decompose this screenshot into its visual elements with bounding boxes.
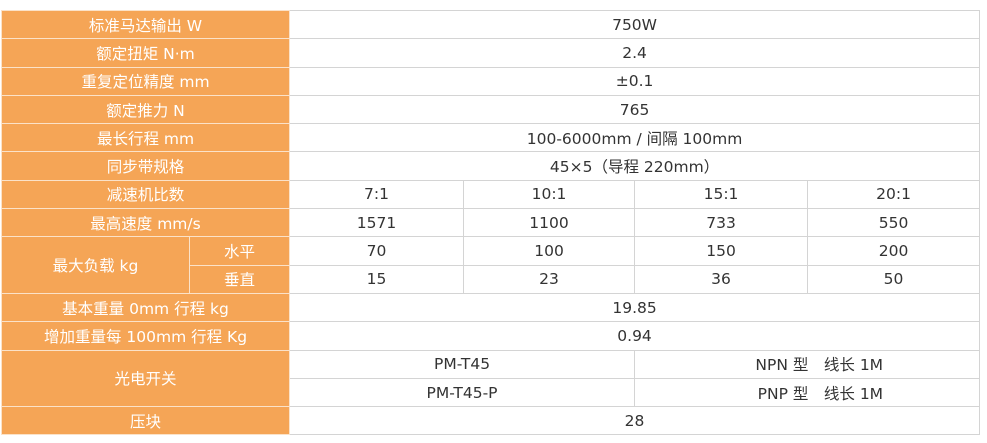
header-cell: 重复定位精度 mm (0, 66, 291, 96)
header-cell: 垂直 (188, 264, 291, 294)
value-cell: 750W (289, 9, 981, 40)
value-cell: 200 (807, 236, 981, 266)
value-cell: 70 (289, 236, 465, 266)
value-cell: 1100 (463, 208, 636, 238)
value-cell: 765 (289, 94, 981, 125)
header-cell: 基本重量 0mm 行程 kg (0, 292, 291, 323)
value-cell: NPN 型 线长 1M (634, 349, 981, 379)
table-row: 垂直 15 23 36 50 (2, 264, 981, 294)
value-cell: 19.85 (289, 292, 981, 323)
table-row: 光电开关 PM-T45 NPN 型 线长 1M (0, 349, 981, 408)
value-cell: 2.4 (289, 38, 981, 68)
table-row: 最长行程 mm 100-6000mm / 间隔 100mm (0, 123, 981, 153)
header-cell: 增加重量每 100mm 行程 Kg (0, 321, 291, 351)
header-cell: 额定推力 N (0, 94, 291, 125)
spec-table: 标准马达输出 W 750W 额定扭矩 N·m 2.4 重复定位精度 mm ±0.1 额定推力… (0, 9, 981, 436)
table-row: 标准马达输出 W 750W (0, 9, 981, 40)
table-row: 额定推力 N 765 (0, 94, 981, 125)
header-cell: 最长行程 mm (0, 123, 291, 153)
value-cell: 36 (634, 264, 809, 294)
table-row: 压块 28 (0, 406, 981, 436)
header-cell: 水平 (188, 236, 291, 266)
table-row: 减速机比数 7:1 10:1 15:1 20:1 (0, 179, 981, 210)
value-cell: 15 (289, 264, 465, 294)
table-row: 额定扭矩 N·m 2.4 (0, 38, 981, 68)
header-cell: 光电开关 (0, 349, 291, 408)
value-cell: 100-6000mm / 间隔 100mm (289, 123, 981, 153)
value-cell: PNP 型 线长 1M (634, 377, 981, 408)
value-cell: 7:1 (289, 179, 465, 210)
header-cell: 同步带规格 (0, 151, 291, 181)
value-cell: 150 (634, 236, 809, 266)
value-cell: 15:1 (634, 179, 809, 210)
table-row: PM-T45-P PNP 型 线长 1M (2, 377, 981, 408)
table-row: 重复定位精度 mm ±0.1 (0, 66, 981, 96)
table-row: 最高速度 mm/s 1571 1100 733 550 (0, 208, 981, 238)
value-cell: 0.94 (289, 321, 981, 351)
header-cell: 标准马达输出 W (0, 9, 291, 40)
value-cell: PM-T45 (289, 349, 636, 379)
value-cell: 28 (289, 406, 981, 436)
value-cell: ±0.1 (289, 66, 981, 96)
value-cell: PM-T45-P (289, 377, 636, 408)
value-cell: 550 (807, 208, 981, 238)
header-cell: 额定扭矩 N·m (0, 38, 291, 68)
value-cell: 100 (463, 236, 636, 266)
value-cell: 10:1 (463, 179, 636, 210)
value-cell: 20:1 (807, 179, 981, 210)
table-row: 增加重量每 100mm 行程 Kg 0.94 (0, 321, 981, 351)
table-row: 基本重量 0mm 行程 kg 19.85 (0, 292, 981, 323)
value-cell: 50 (807, 264, 981, 294)
table-row: 同步带规格 45×5（导程 220mm） (0, 151, 981, 181)
table-row: 最大负载 kg 水平 70 100 150 200 (1, 236, 981, 294)
value-cell: 733 (634, 208, 809, 238)
value-cell: 23 (463, 264, 636, 294)
header-cell: 最高速度 mm/s (0, 208, 291, 238)
header-cell: 减速机比数 (0, 179, 291, 210)
header-cell: 压块 (0, 406, 291, 436)
value-cell: 1571 (289, 208, 465, 238)
value-cell: 45×5（导程 220mm） (289, 151, 981, 181)
header-cell: 最大负载 kg (1, 236, 190, 294)
